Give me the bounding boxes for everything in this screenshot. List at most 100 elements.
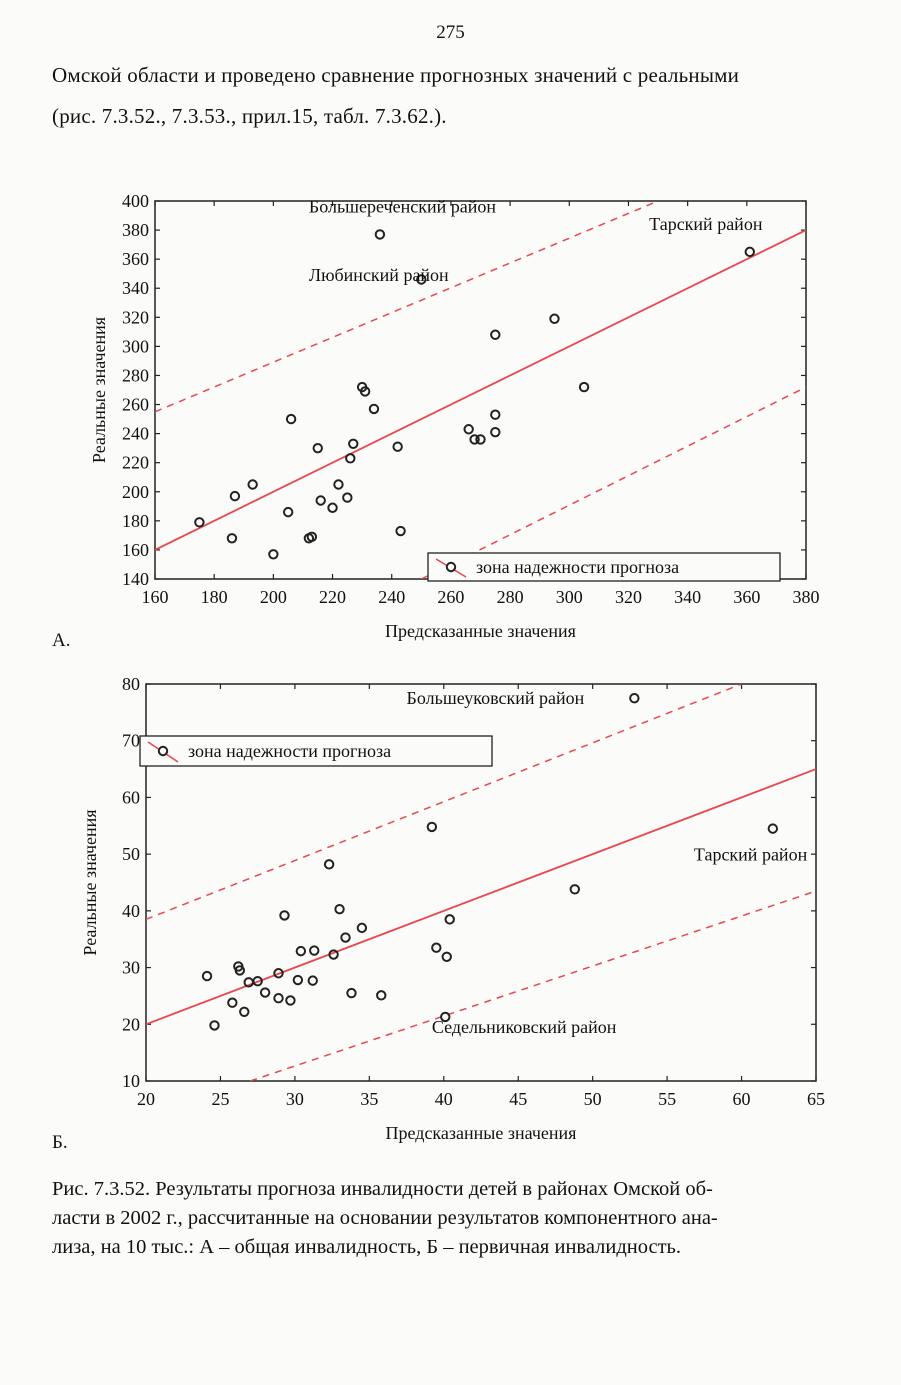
y-tick-label: 40 — [122, 901, 140, 921]
data-point — [252, 975, 263, 987]
data-point — [234, 965, 246, 976]
confidence-band-upper — [155, 201, 659, 413]
y-tick-label: 340 — [122, 278, 149, 298]
data-point — [247, 479, 258, 490]
page-number: 275 — [436, 22, 465, 43]
data-point — [376, 990, 387, 1001]
x-tick-label: 65 — [807, 1089, 825, 1109]
legend-label: зона надежности прогноза — [188, 741, 391, 761]
y-tick-label: 70 — [122, 731, 140, 751]
lines-group — [155, 201, 806, 579]
x-tick-label: 320 — [615, 587, 642, 607]
data-point — [578, 381, 590, 393]
data-point — [194, 517, 205, 528]
x-tick-label: 260 — [437, 587, 464, 607]
data-point — [490, 329, 501, 340]
data-point — [279, 910, 290, 921]
data-point — [226, 533, 238, 544]
district-annotation: Любинский район — [309, 265, 449, 285]
data-point — [569, 884, 580, 895]
data-point — [328, 949, 339, 960]
data-point — [327, 502, 338, 513]
data-point — [229, 490, 241, 502]
data-point — [333, 479, 344, 490]
district-annotation: Седельниковский район — [432, 1017, 617, 1037]
data-point — [475, 434, 486, 445]
plot-frame — [145, 683, 817, 1082]
data-point — [307, 975, 318, 986]
lines-group — [146, 684, 816, 1081]
data-point — [282, 506, 294, 518]
y-tick-label: 220 — [122, 453, 149, 473]
data-point — [323, 859, 335, 870]
data-point — [306, 531, 318, 543]
y-tick-label: 20 — [122, 1014, 140, 1034]
panel-label-b: Б. — [52, 1132, 68, 1153]
data-point — [209, 1020, 220, 1031]
data-point — [767, 823, 779, 834]
x-tick-label: 30 — [286, 1089, 304, 1109]
x-tick-label: 60 — [733, 1089, 751, 1109]
y-tick-label: 60 — [122, 787, 140, 807]
data-point — [334, 903, 345, 915]
intro-line-2: (рис. 7.3.52., 7.3.53., прил.15, табл. 7… — [52, 104, 447, 128]
y-tick-label: 200 — [122, 482, 149, 502]
data-point — [744, 246, 755, 258]
caption-line-3: лиза, на 10 тыс.: А – общая инвалидность… — [52, 1236, 682, 1258]
y-tick-label: 380 — [122, 220, 149, 240]
district-annotation: Большереченский район — [309, 197, 496, 217]
x-tick-label: 35 — [360, 1089, 378, 1109]
caption-line-2: ласти в 2002 г., рассчитанные на основан… — [52, 1207, 718, 1229]
x-tick-label: 340 — [674, 587, 701, 607]
x-tick-label: 55 — [658, 1089, 676, 1109]
data-point — [395, 525, 406, 537]
x-tick-label: 45 — [509, 1089, 527, 1109]
data-point — [285, 413, 297, 425]
y-tick-label: 320 — [122, 307, 149, 327]
data-point — [374, 229, 386, 240]
data-point — [295, 945, 307, 957]
data-point — [342, 492, 353, 503]
data-point — [444, 914, 455, 925]
x-tick-label: 380 — [793, 587, 820, 607]
chart-a: 160 180 200 220 240 260 280 300 320 340 360 3801401… — [89, 191, 820, 641]
regression-line — [146, 768, 816, 1026]
y-tick-label: 80 — [122, 674, 140, 694]
data-point — [239, 1006, 250, 1018]
legend-point-swatch — [157, 745, 169, 757]
data-point — [426, 821, 438, 833]
x-tick-label: 220 — [319, 587, 346, 607]
caption-line-1: Рис. 7.3.52. Результаты прогноза инвалид… — [52, 1178, 713, 1200]
y-tick-label: 400 — [122, 191, 149, 211]
data-point — [463, 424, 474, 435]
data-point — [340, 932, 351, 943]
district-annotation: Большеуковский район — [407, 688, 585, 708]
data-point — [440, 1011, 451, 1023]
legend-box — [139, 735, 493, 767]
data-point — [431, 942, 442, 953]
data-point — [348, 438, 359, 449]
data-point — [549, 313, 560, 324]
data-point — [368, 403, 380, 415]
data-point — [201, 970, 213, 982]
intro-line-1: Омской области и проведено сравнение про… — [52, 63, 740, 87]
x-tick-label: 20 — [137, 1089, 155, 1109]
confidence-band-lower — [420, 386, 806, 579]
x-axis-label: Предсказанные значения — [385, 621, 576, 641]
x-tick-label: 300 — [556, 587, 583, 607]
data-point — [309, 945, 320, 956]
chart-b: 20 25 30 35 40 45 50 55 60 651020304050607080Пред… — [80, 674, 825, 1143]
panel-label-a: А. — [52, 630, 71, 651]
y-tick-label: 30 — [122, 958, 140, 978]
data-point — [227, 997, 238, 1008]
data-point — [345, 453, 356, 464]
legend-point-swatch — [445, 561, 457, 573]
data-point — [312, 442, 323, 454]
district-annotation: Тарский район — [649, 214, 763, 234]
data-point — [416, 274, 427, 285]
y-tick-label: 300 — [122, 336, 149, 356]
x-tick-label: 200 — [260, 587, 287, 607]
data-point — [268, 549, 279, 560]
y-axis-label: Реальные значения — [80, 809, 100, 955]
x-tick-label: 25 — [211, 1089, 229, 1109]
